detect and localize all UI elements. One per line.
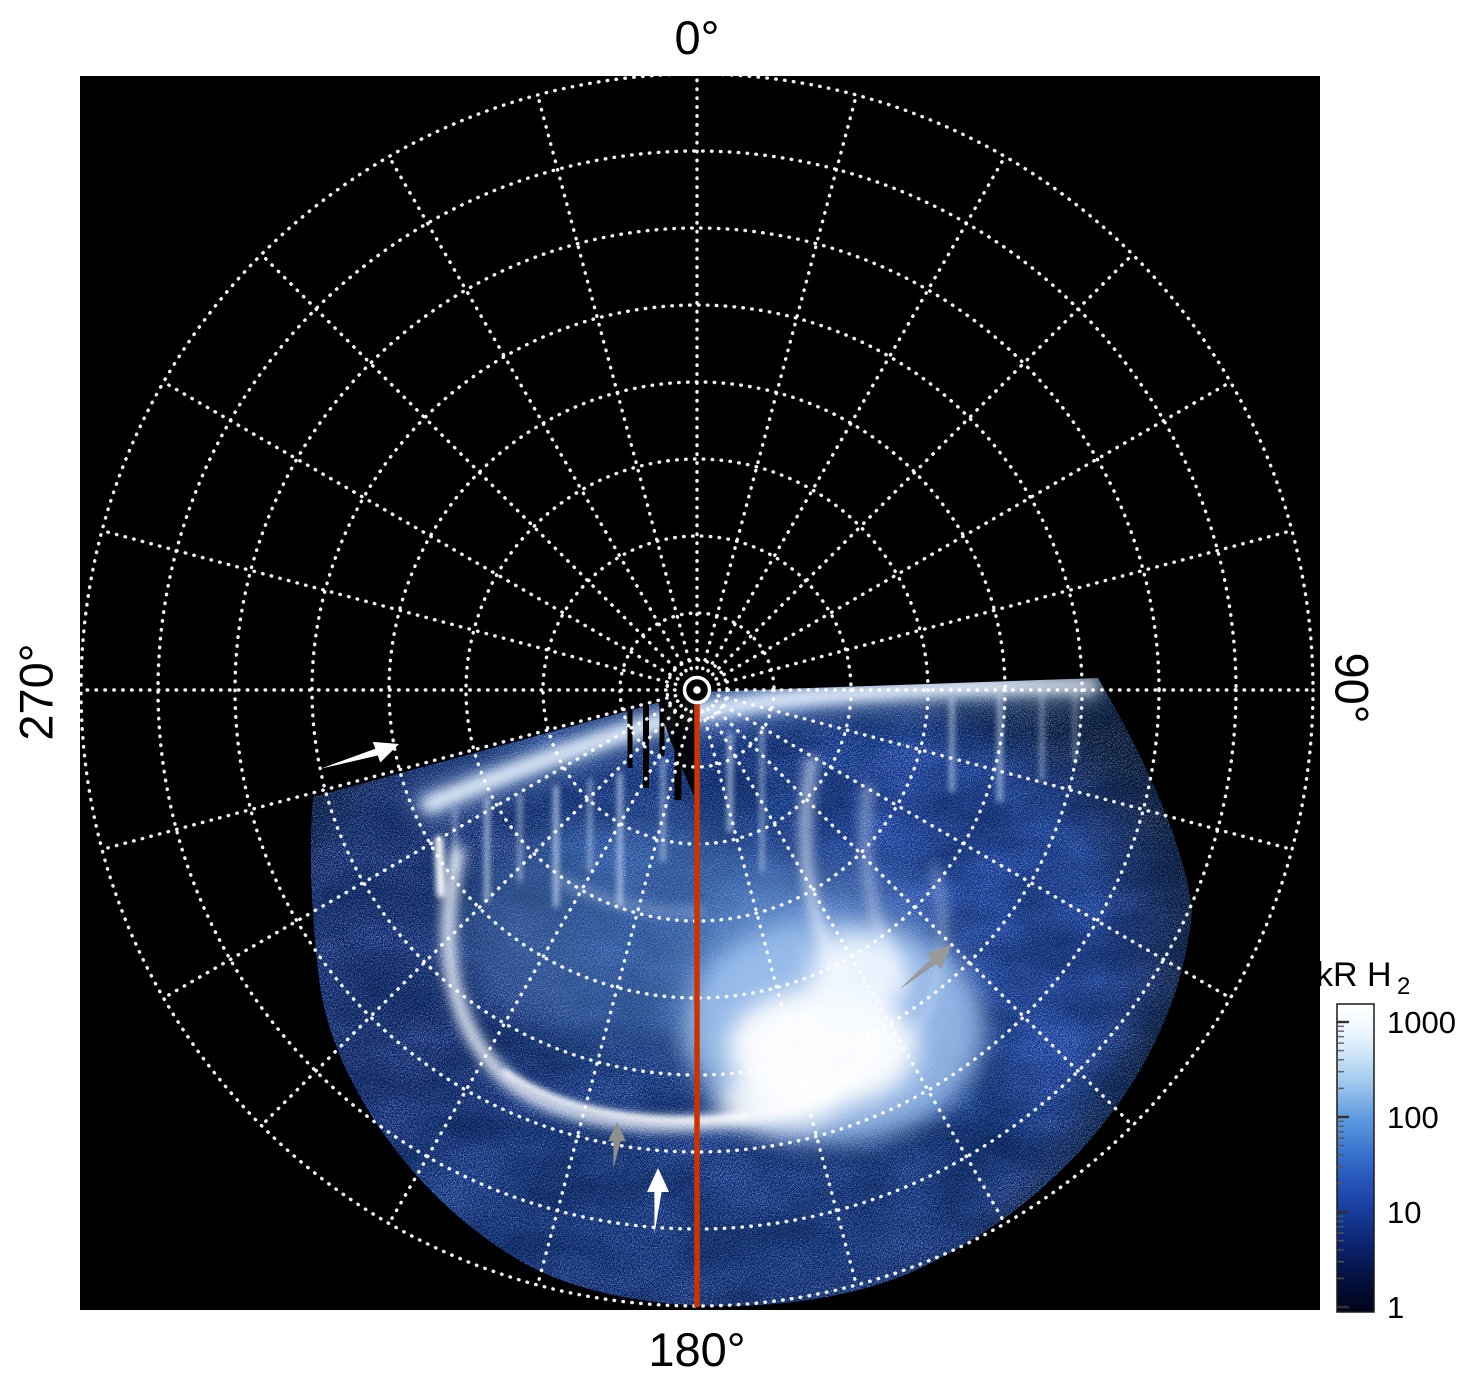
colorbar-tick-label: 1000 bbox=[1387, 1005, 1456, 1040]
colorbar-gradient bbox=[1336, 1003, 1375, 1313]
grid-spoke bbox=[387, 707, 688, 1226]
annotation-arrows bbox=[320, 741, 951, 1234]
annotation-arrow-2 bbox=[608, 1122, 626, 1168]
grid-spoke bbox=[716, 528, 1294, 686]
angle-label-top: 0° bbox=[675, 11, 720, 64]
grid-spoke bbox=[716, 694, 1294, 852]
bright-dash bbox=[434, 835, 446, 898]
arrow-shape bbox=[608, 1122, 626, 1168]
bright-patch bbox=[808, 933, 908, 1017]
pole-marker bbox=[682, 675, 712, 705]
ray-streaks bbox=[434, 686, 1077, 1124]
colorbar-tick-label: 1 bbox=[1387, 1290, 1404, 1325]
pole-dot bbox=[693, 686, 701, 694]
angle-label-left: 270° bbox=[9, 643, 62, 740]
grid-ring bbox=[233, 226, 1161, 1154]
arrow-shape bbox=[899, 944, 951, 990]
arrow-shape bbox=[647, 1168, 669, 1234]
annotation-arrow-1 bbox=[899, 944, 951, 990]
grid-ring bbox=[464, 457, 930, 923]
grid-spoke bbox=[161, 380, 680, 681]
annotation-arrow-0 bbox=[320, 741, 400, 769]
grid-spoke bbox=[706, 707, 1007, 1226]
grid-spoke bbox=[701, 93, 859, 671]
grid-spoke bbox=[535, 93, 693, 671]
grid-spoke bbox=[100, 528, 678, 686]
grid-ring bbox=[80, 76, 1315, 1308]
grid-spoke bbox=[535, 709, 693, 1287]
grid-spoke bbox=[710, 252, 1135, 677]
grid-spoke bbox=[701, 709, 859, 1287]
grid-spoke bbox=[714, 699, 1233, 1000]
grid-spoke bbox=[259, 703, 684, 1128]
colorbar-title: kR H bbox=[1316, 956, 1392, 994]
colorbar: kR H 2 1000 100 10 1 bbox=[1316, 956, 1456, 1325]
grid-spoke bbox=[714, 380, 1233, 681]
colorbar-tick-label: 100 bbox=[1387, 1100, 1439, 1135]
bright-patch bbox=[718, 1074, 842, 1130]
colorbar-ticks bbox=[1337, 1020, 1349, 1309]
grid-spoke bbox=[710, 703, 1135, 1128]
grid-spoke bbox=[706, 154, 1007, 673]
bright-patch-cluster bbox=[718, 933, 917, 1130]
angle-label-bottom: 180° bbox=[648, 1323, 745, 1376]
arrow-shape bbox=[320, 741, 400, 769]
angle-label-right: 90° bbox=[1326, 652, 1379, 723]
colorbar-title-subscript: 2 bbox=[1397, 973, 1410, 1000]
grid-spoke bbox=[161, 699, 680, 1000]
grid-spoke bbox=[259, 252, 684, 677]
grid-spoke bbox=[387, 154, 688, 673]
annotation-arrow-3 bbox=[647, 1168, 669, 1234]
grid-spoke bbox=[100, 694, 678, 852]
oval-core bbox=[502, 1069, 748, 1124]
colorbar-tick-label: 10 bbox=[1387, 1195, 1421, 1230]
